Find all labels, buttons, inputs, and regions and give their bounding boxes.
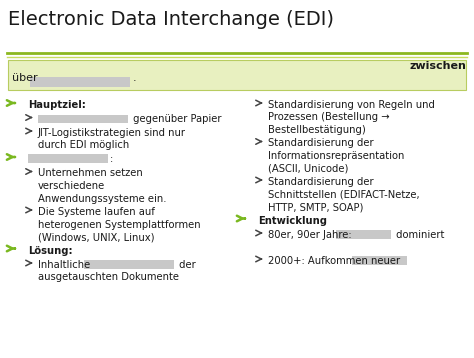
FancyBboxPatch shape: [337, 230, 392, 238]
Text: der: der: [175, 260, 195, 270]
FancyBboxPatch shape: [83, 260, 173, 268]
Text: Informationsrepräsentation: Informationsrepräsentation: [268, 151, 404, 161]
Text: JIT-Logistikstrategien sind nur: JIT-Logistikstrategien sind nur: [38, 128, 186, 138]
Text: Entwicklung: Entwicklung: [258, 216, 327, 226]
Text: zwischen: zwischen: [409, 61, 466, 71]
FancyBboxPatch shape: [38, 115, 128, 123]
Text: (ASCII, Unicode): (ASCII, Unicode): [268, 164, 348, 174]
Text: Schnittstellen (EDIFACT-Netze,: Schnittstellen (EDIFACT-Netze,: [268, 189, 419, 199]
FancyBboxPatch shape: [8, 60, 466, 90]
Text: Hauptziel:: Hauptziel:: [28, 100, 86, 110]
Text: Bestellbestätigung): Bestellbestätigung): [268, 125, 366, 135]
Text: Standardisierung der: Standardisierung der: [268, 177, 374, 187]
Text: Unternehmen setzen: Unternehmen setzen: [38, 169, 143, 179]
Text: ausgetauschten Dokumente: ausgetauschten Dokumente: [38, 272, 179, 282]
Text: Standardisierung von Regeln und: Standardisierung von Regeln und: [268, 100, 435, 110]
Text: durch EDI möglich: durch EDI möglich: [38, 140, 129, 150]
Text: heterogenen Systemplattformen: heterogenen Systemplattformen: [38, 219, 201, 229]
Text: Standardisierung der: Standardisierung der: [268, 139, 374, 149]
Text: :: :: [110, 154, 113, 164]
Text: gegenüber Papier: gegenüber Papier: [130, 115, 221, 125]
Text: dominiert: dominiert: [393, 230, 445, 240]
Text: .: .: [133, 73, 137, 83]
Text: über: über: [12, 73, 37, 83]
Text: Anwendungssysteme ein.: Anwendungssysteme ein.: [38, 194, 166, 203]
Text: Lösung:: Lösung:: [28, 246, 73, 256]
FancyBboxPatch shape: [352, 256, 407, 265]
Text: Inhaltliche: Inhaltliche: [38, 260, 93, 270]
Text: 2000+: Aufkommen neuer: 2000+: Aufkommen neuer: [268, 256, 400, 266]
Text: Die Systeme laufen auf: Die Systeme laufen auf: [38, 207, 155, 217]
Text: 80er, 90er Jahre:: 80er, 90er Jahre:: [268, 230, 355, 240]
Text: verschiedene: verschiedene: [38, 181, 105, 191]
Text: Prozessen (Bestellung →: Prozessen (Bestellung →: [268, 112, 390, 122]
Text: (Windows, UNIX, Linux): (Windows, UNIX, Linux): [38, 232, 155, 242]
FancyBboxPatch shape: [30, 77, 130, 87]
Text: HTTP, SMTP, SOAP): HTTP, SMTP, SOAP): [268, 202, 364, 212]
Text: Electronic Data Interchange (EDI): Electronic Data Interchange (EDI): [8, 10, 334, 29]
FancyBboxPatch shape: [28, 154, 108, 163]
